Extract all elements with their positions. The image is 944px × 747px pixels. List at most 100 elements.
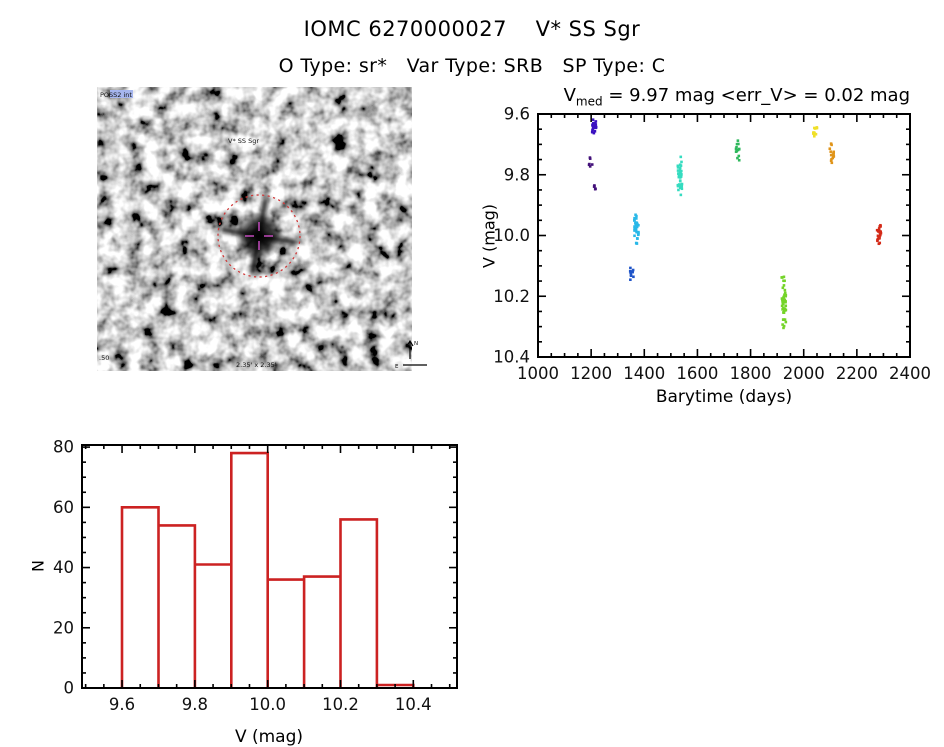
survey-label-highlight <box>110 90 133 98</box>
data-point <box>781 302 785 306</box>
y-tick-label: 60 <box>53 498 74 517</box>
data-point <box>676 166 680 169</box>
y-tick-label: 10.4 <box>493 348 530 367</box>
data-point <box>783 298 787 302</box>
x-tick-label: 1400 <box>623 364 665 383</box>
data-point <box>637 232 640 235</box>
data-point <box>828 147 832 151</box>
data-point <box>593 187 597 191</box>
data-point <box>782 295 786 299</box>
data-point <box>679 193 683 197</box>
data-point <box>814 132 818 136</box>
data-point <box>877 228 881 232</box>
x-tick-label: 2000 <box>783 364 825 383</box>
data-point <box>629 278 632 282</box>
x-tick-label: 1800 <box>730 364 772 383</box>
data-point <box>784 300 787 304</box>
data-point <box>832 150 836 154</box>
data-point <box>592 122 596 125</box>
data-point <box>634 217 638 220</box>
page-subtitle: O Type: sr* Var Type: SRB SP Type: C <box>278 55 666 77</box>
data-point <box>784 320 788 324</box>
y-tick-label: 10.2 <box>493 287 530 306</box>
data-point <box>735 149 739 153</box>
data-point <box>781 308 784 311</box>
histogram-xlabel: V (mag) <box>234 727 304 747</box>
data-point <box>634 223 638 227</box>
data-point <box>636 237 639 240</box>
data-point <box>629 266 632 270</box>
data-point <box>594 120 598 123</box>
data-point <box>782 306 785 310</box>
data-point <box>676 164 680 168</box>
y-tick-label: 80 <box>53 438 74 457</box>
axis-ticks <box>537 113 911 358</box>
data-point <box>780 304 784 308</box>
compass-e-label: E <box>395 364 399 370</box>
data-point <box>678 186 682 190</box>
target-label: V* SS Sgr <box>228 137 259 145</box>
data-point <box>782 284 786 287</box>
data-point <box>677 175 681 179</box>
data-point <box>812 134 816 138</box>
data-point <box>637 223 640 227</box>
y-tick-label: 9.8 <box>504 165 530 184</box>
data-point <box>875 228 879 232</box>
data-point <box>783 318 787 321</box>
data-point <box>829 153 833 157</box>
x-tick-label: 9.8 <box>182 695 208 714</box>
x-tick-label: 10.2 <box>322 695 359 714</box>
data-point <box>781 286 785 290</box>
compass-icon: N E <box>395 339 427 370</box>
data-point <box>877 227 881 230</box>
data-point <box>634 241 638 245</box>
data-point <box>781 323 784 326</box>
data-point <box>635 225 639 229</box>
data-point <box>633 234 636 238</box>
data-point <box>679 172 682 175</box>
light-curve-plot: 1000 1200 1400 1600 1800 2000 2200 2400 9.6 9.8 10… <box>493 105 931 384</box>
data-point <box>594 126 597 130</box>
data-point <box>594 123 597 127</box>
scale-label: 2.35' x 2.35' <box>236 361 277 369</box>
data-point <box>829 159 833 162</box>
data-point <box>678 163 682 167</box>
y-tick-label: 20 <box>53 618 74 637</box>
x-tick-label: 1000 <box>517 364 559 383</box>
data-point <box>629 271 632 274</box>
data-point <box>680 169 683 173</box>
data-point <box>783 288 787 292</box>
light-curve-xlabel: Barytime (days) <box>655 387 793 407</box>
data-point <box>677 188 680 192</box>
data-point <box>592 185 596 188</box>
data-point <box>829 142 833 145</box>
magnitude-histogram: 9.6 9.8 10.0 10.2 10.4 0 20 40 60 80 <box>53 438 458 714</box>
data-point <box>878 234 881 238</box>
y-tick-label: 40 <box>53 558 74 577</box>
data-point <box>591 118 595 121</box>
histogram-ylabel: N <box>28 560 48 572</box>
data-point <box>737 142 740 146</box>
corner-label: .50 <box>99 354 109 362</box>
data-point <box>678 183 681 186</box>
data-point <box>680 187 684 191</box>
data-point <box>679 179 682 183</box>
data-point <box>737 158 741 162</box>
y-tick-label: 0 <box>64 679 75 698</box>
data-point <box>782 308 786 312</box>
data-point <box>829 150 833 153</box>
data-point <box>737 147 741 151</box>
data-point <box>781 300 784 303</box>
data-point <box>678 166 682 170</box>
x-tick-label: 10.0 <box>249 695 286 714</box>
data-point <box>591 128 594 132</box>
data-point <box>782 318 785 321</box>
x-tick-label: 10.4 <box>395 695 432 714</box>
data-point <box>735 142 739 146</box>
lc-title-rest: = 9.97 mag <err_V> = 0.02 mag <box>602 85 910 106</box>
data-point <box>813 127 817 130</box>
aperture-circle <box>217 194 301 278</box>
data-point <box>635 214 638 218</box>
data-point <box>815 126 819 129</box>
data-point <box>676 183 680 187</box>
